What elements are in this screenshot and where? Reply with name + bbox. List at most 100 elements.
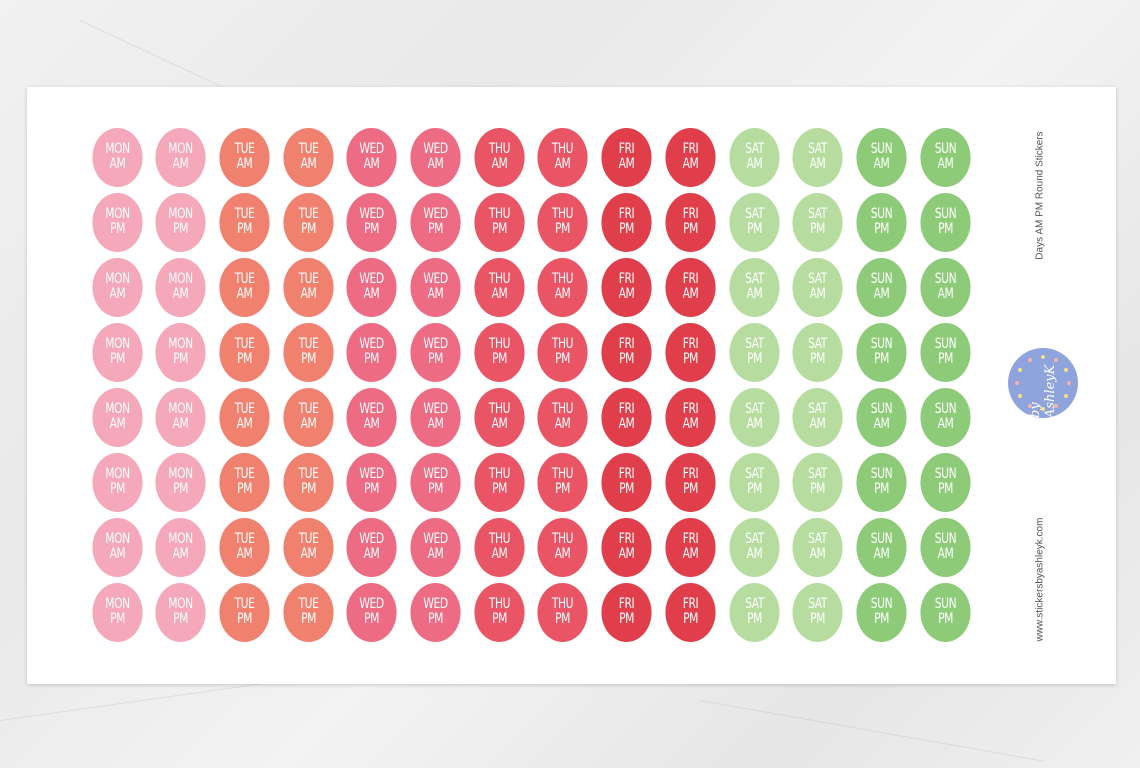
sticker-sat-am: SAT AM bbox=[792, 517, 843, 577]
sticker-period: AM bbox=[427, 286, 444, 302]
sticker-day: FRI bbox=[618, 401, 635, 417]
logo-dot bbox=[1041, 407, 1045, 411]
sticker-day: TUE bbox=[234, 401, 255, 417]
sticker-day: MON bbox=[104, 466, 130, 482]
sticker-sat-am: SAT AM bbox=[792, 257, 843, 317]
sticker-day: MON bbox=[168, 531, 193, 547]
sticker-period: AM bbox=[236, 286, 253, 302]
brand-logo: by AshleyK bbox=[1008, 348, 1078, 418]
sticker-day: THU bbox=[552, 336, 574, 352]
sticker-period: AM bbox=[682, 286, 699, 302]
sticker-period: PM bbox=[109, 351, 125, 367]
sticker-day: SAT bbox=[744, 531, 764, 547]
logo-dot bbox=[1015, 381, 1019, 385]
sticker-mon-pm: MON PM bbox=[155, 322, 206, 382]
sticker-period: PM bbox=[300, 481, 316, 497]
sticker-day: THU bbox=[488, 531, 511, 547]
sticker-wed-pm: WED PM bbox=[410, 192, 461, 252]
sticker-sat-pm: SAT PM bbox=[728, 192, 780, 252]
sticker-fri-am: FRI AM bbox=[665, 257, 716, 317]
sticker-wed-pm: WED PM bbox=[410, 582, 461, 642]
sticker-period: PM bbox=[428, 351, 443, 367]
sticker-period: PM bbox=[937, 221, 953, 237]
sticker-mon-pm: MON PM bbox=[91, 452, 143, 512]
sticker-day: SUN bbox=[870, 401, 893, 417]
sticker-day: TUE bbox=[234, 141, 255, 157]
sticker-period: PM bbox=[810, 351, 826, 367]
sticker-tue-pm: TUE PM bbox=[283, 192, 334, 252]
sticker-period: PM bbox=[364, 351, 380, 367]
sticker-period: PM bbox=[109, 221, 125, 237]
sticker-period: PM bbox=[428, 481, 443, 497]
sticker-period: PM bbox=[937, 481, 953, 497]
sticker-period: AM bbox=[172, 286, 189, 302]
sticker-day: SUN bbox=[870, 141, 893, 157]
sticker-day: FRI bbox=[618, 141, 635, 157]
sticker-day: WED bbox=[359, 206, 385, 222]
sticker-day: TUE bbox=[234, 271, 255, 287]
sticker-day: WED bbox=[359, 401, 385, 417]
sticker-wed-am: WED AM bbox=[410, 387, 461, 447]
sticker-period: AM bbox=[236, 546, 253, 562]
sticker-sun-pm: SUN PM bbox=[920, 452, 971, 512]
sticker-day: SAT bbox=[808, 466, 828, 482]
sticker-day: TUE bbox=[234, 206, 255, 222]
sticker-period: AM bbox=[682, 546, 699, 562]
sticker-day: FRI bbox=[618, 336, 635, 352]
sticker-day: FRI bbox=[682, 271, 699, 287]
sticker-day: TUE bbox=[298, 466, 319, 482]
sticker-fri-pm: FRI PM bbox=[601, 192, 652, 252]
sticker-period: PM bbox=[428, 221, 443, 237]
sticker-thu-am: THU AM bbox=[474, 127, 525, 187]
sticker-period: AM bbox=[555, 156, 571, 172]
sticker-thu-pm: THU PM bbox=[537, 582, 588, 642]
sticker-period: PM bbox=[364, 611, 380, 627]
sticker-day: TUE bbox=[298, 271, 319, 287]
sticker-day: WED bbox=[359, 336, 385, 352]
sticker-tue-am: TUE AM bbox=[283, 257, 334, 317]
sticker-day: SUN bbox=[870, 531, 893, 547]
sticker-mon-am: MON AM bbox=[155, 517, 206, 577]
sticker-sat-pm: SAT PM bbox=[792, 322, 843, 382]
sticker-day: TUE bbox=[298, 401, 319, 417]
sticker-day: MON bbox=[168, 141, 193, 157]
sticker-day: THU bbox=[552, 531, 574, 547]
sticker-period: PM bbox=[555, 351, 571, 367]
sticker-day: FRI bbox=[682, 401, 699, 417]
sticker-period: AM bbox=[363, 546, 380, 562]
sticker-day: FRI bbox=[618, 271, 635, 287]
sticker-period: AM bbox=[109, 546, 125, 562]
sticker-fri-am: FRI AM bbox=[601, 517, 652, 577]
logo-dot bbox=[1054, 358, 1058, 363]
logo-dot bbox=[1028, 358, 1032, 363]
sticker-day: SAT bbox=[744, 596, 764, 612]
sticker-tue-pm: TUE PM bbox=[219, 452, 270, 512]
sticker-day: SUN bbox=[870, 596, 893, 612]
sticker-day: THU bbox=[488, 271, 511, 287]
sticker-sat-am: SAT AM bbox=[728, 127, 780, 187]
sticker-day: WED bbox=[359, 596, 385, 612]
sticker-fri-pm: FRI PM bbox=[665, 322, 716, 382]
sticker-day: THU bbox=[552, 401, 574, 417]
sticker-period: PM bbox=[810, 221, 826, 237]
sticker-day: TUE bbox=[298, 336, 319, 352]
logo-dot bbox=[1054, 403, 1058, 408]
sticker-day: THU bbox=[488, 206, 511, 222]
sticker-fri-pm: FRI PM bbox=[665, 452, 716, 512]
sticker-thu-pm: THU PM bbox=[537, 192, 588, 252]
sticker-mon-am: MON AM bbox=[155, 127, 206, 187]
sticker-mon-am: MON AM bbox=[155, 387, 206, 447]
sticker-sat-am: SAT AM bbox=[728, 257, 780, 317]
sticker-mon-pm: MON PM bbox=[155, 582, 206, 642]
sticker-sat-pm: SAT PM bbox=[728, 322, 780, 382]
website-url: www.stickersbyashleyk.com bbox=[1034, 517, 1046, 642]
sticker-period: PM bbox=[491, 221, 507, 237]
sticker-period: PM bbox=[746, 481, 762, 497]
sticker-tue-pm: TUE PM bbox=[219, 322, 270, 382]
sticker-period: PM bbox=[364, 221, 380, 237]
sticker-day: FRI bbox=[618, 206, 635, 222]
sticker-day: SUN bbox=[934, 401, 956, 417]
sticker-tue-am: TUE AM bbox=[219, 257, 270, 317]
sticker-sat-pm: SAT PM bbox=[792, 582, 843, 642]
sticker-wed-am: WED AM bbox=[346, 257, 397, 317]
